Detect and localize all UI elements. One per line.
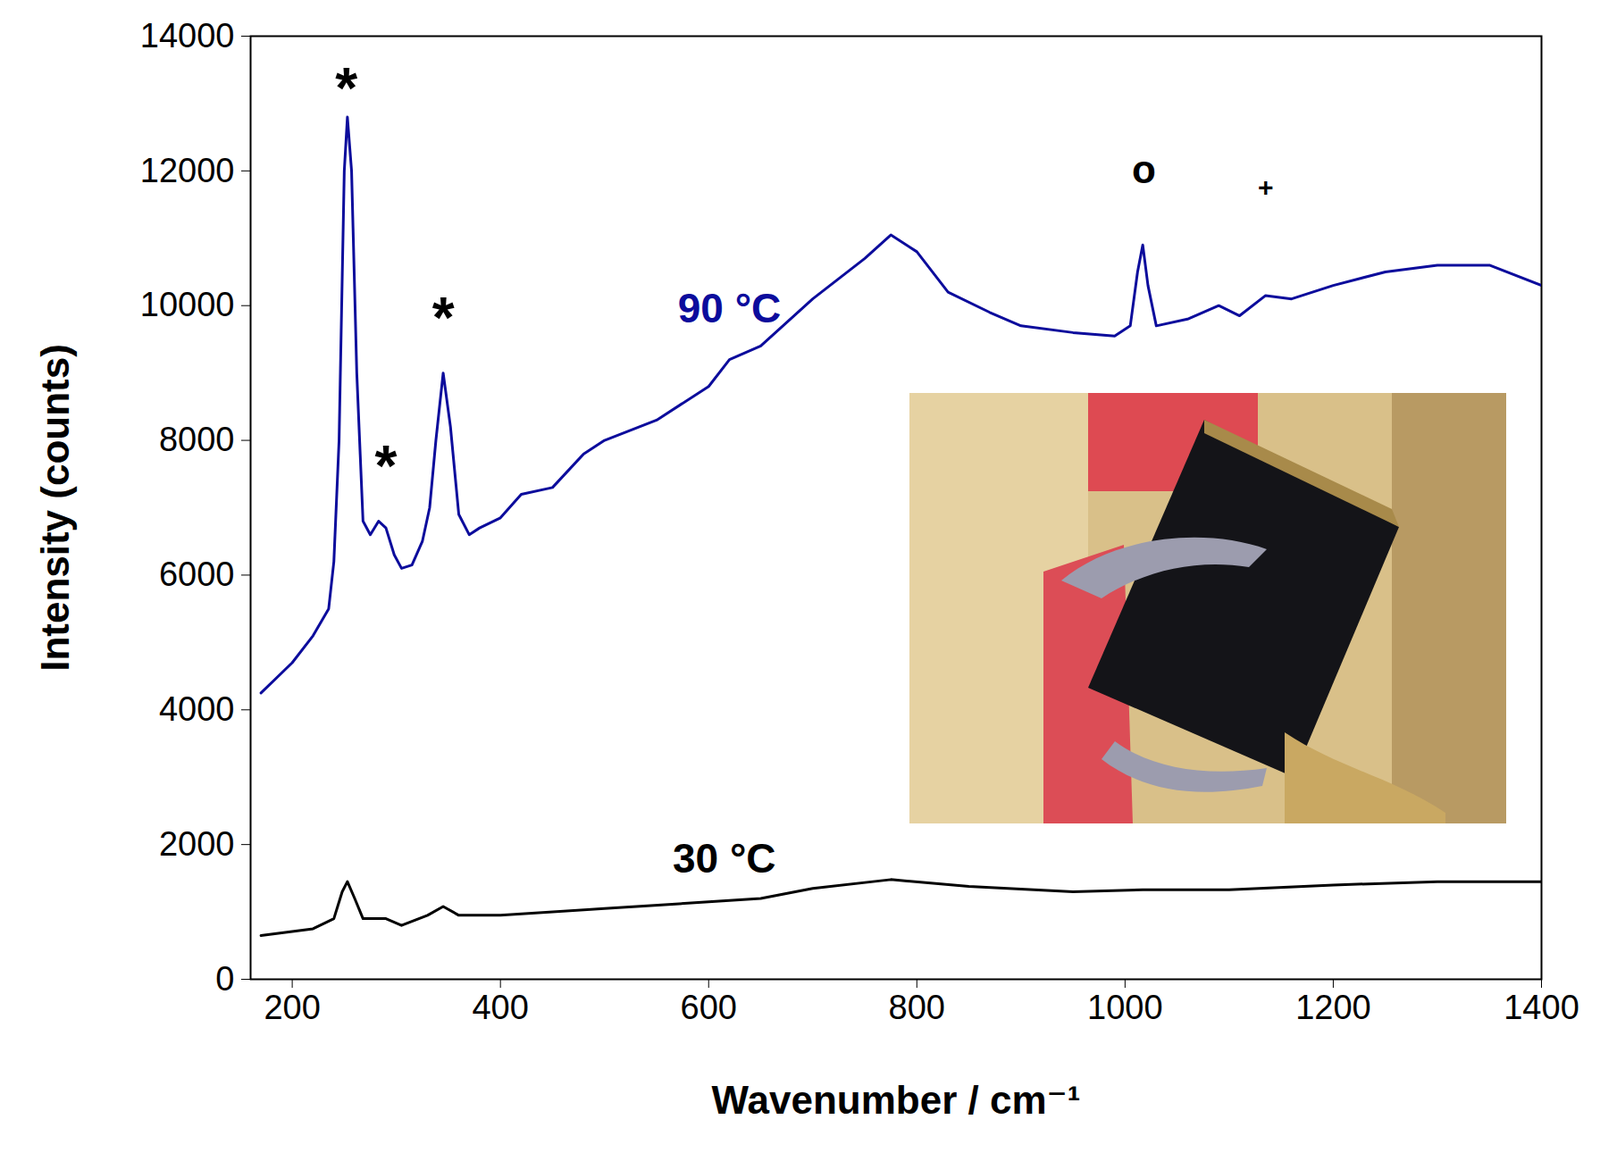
svg-text:Intensity (counts): Intensity (counts) — [33, 343, 77, 672]
svg-text:90 °C: 90 °C — [678, 284, 782, 332]
svg-text:1400: 1400 — [1503, 988, 1580, 1027]
svg-text:200: 200 — [263, 988, 320, 1027]
svg-text:14000: 14000 — [140, 16, 235, 55]
svg-text:*: * — [432, 285, 455, 351]
svg-text:12000: 12000 — [140, 151, 235, 190]
svg-text:1200: 1200 — [1295, 988, 1372, 1027]
svg-text:800: 800 — [888, 988, 946, 1027]
svg-text:6000: 6000 — [159, 555, 235, 594]
svg-text:4000: 4000 — [159, 690, 235, 729]
svg-text:2000: 2000 — [159, 825, 235, 863]
svg-text:o: o — [1131, 147, 1157, 192]
svg-text:*: * — [375, 434, 398, 499]
svg-text:8000: 8000 — [159, 420, 235, 459]
svg-text:*: * — [335, 56, 358, 121]
svg-text:400: 400 — [471, 988, 528, 1027]
svg-text:+: + — [1257, 172, 1274, 202]
svg-text:1000: 1000 — [1087, 988, 1164, 1027]
svg-text:600: 600 — [680, 988, 738, 1027]
svg-text:Wavenumber / cm⁻¹: Wavenumber / cm⁻¹ — [712, 1078, 1081, 1123]
svg-text:10000: 10000 — [140, 285, 235, 324]
svg-text:30 °C: 30 °C — [672, 835, 777, 882]
svg-text:0: 0 — [215, 960, 235, 998]
